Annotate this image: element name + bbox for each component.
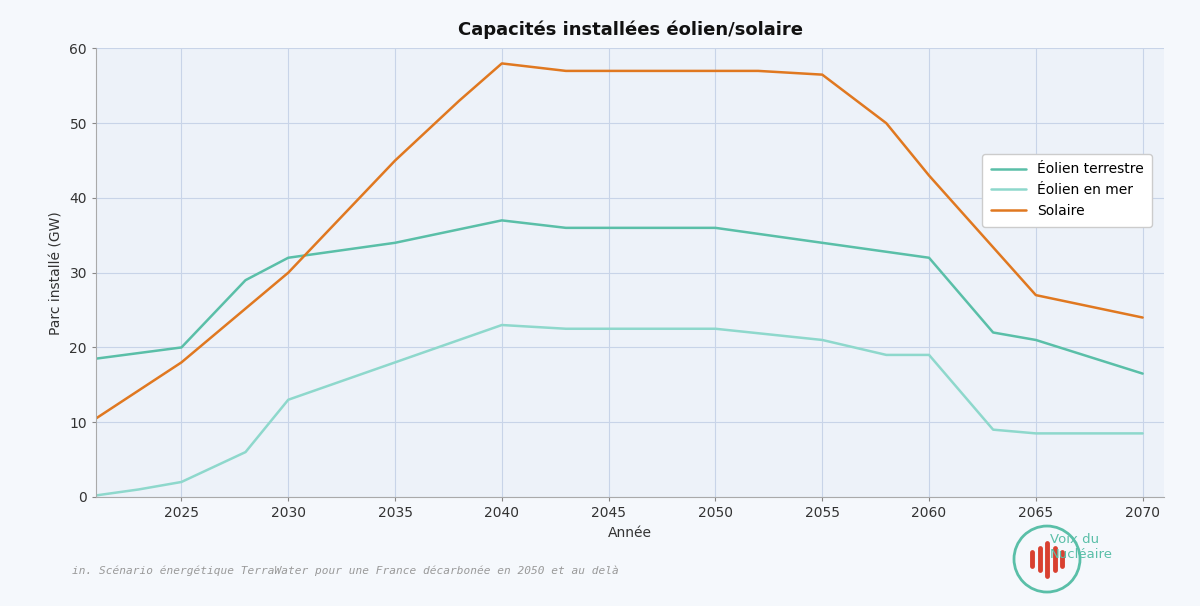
Solaire (559, 67, 574, 75)
Legend: Éolien terrestre, Éolien en mer, Solaire: Éolien terrestre, Éolien en mer, Solaire (983, 154, 1152, 227)
Solaire (880, 119, 894, 127)
Éolien en mer (281, 396, 295, 404)
Line: Solaire: Solaire (96, 64, 1142, 418)
Solaire (751, 67, 766, 75)
Solaire (174, 359, 188, 366)
Line: Éolien en mer: Éolien en mer (96, 325, 1142, 496)
Solaire (89, 415, 103, 422)
Solaire (815, 71, 829, 78)
Éolien en mer (922, 351, 936, 359)
Éolien en mer (239, 448, 253, 456)
Éolien terrestre (986, 329, 1001, 336)
X-axis label: Année: Année (608, 525, 652, 539)
Solaire (708, 67, 722, 75)
Éolien terrestre (601, 224, 616, 231)
Solaire (452, 97, 467, 104)
Éolien en mer (89, 492, 103, 499)
Text: Voix du
Nucléaire: Voix du Nucléaire (1050, 533, 1114, 561)
Éolien en mer (132, 486, 146, 493)
Éolien en mer (388, 359, 402, 366)
Solaire (388, 157, 402, 164)
Éolien terrestre (388, 239, 402, 247)
Éolien terrestre (1135, 370, 1150, 377)
Solaire (601, 67, 616, 75)
Éolien terrestre (494, 217, 509, 224)
Éolien en mer (815, 336, 829, 344)
Text: in. Scénario énergétique TerraWater pour une France décarbonée en 2050 et au del: in. Scénario énergétique TerraWater pour… (72, 565, 619, 576)
Éolien terrestre (89, 355, 103, 362)
Title: Capacités installées éolien/solaire: Capacités installées éolien/solaire (457, 20, 803, 39)
Solaire (494, 60, 509, 67)
Éolien terrestre (1028, 336, 1043, 344)
Éolien terrestre (708, 224, 722, 231)
Solaire (922, 172, 936, 179)
Éolien terrestre (922, 254, 936, 261)
Éolien en mer (559, 325, 574, 332)
Éolien terrestre (174, 344, 188, 351)
Y-axis label: Parc installé (GW): Parc installé (GW) (49, 211, 64, 335)
Éolien en mer (708, 325, 722, 332)
Éolien en mer (174, 478, 188, 485)
Solaire (1028, 291, 1043, 299)
Éolien terrestre (815, 239, 829, 247)
Solaire (1135, 314, 1150, 321)
Éolien terrestre (239, 276, 253, 284)
Éolien en mer (1135, 430, 1150, 437)
Éolien en mer (1028, 430, 1043, 437)
Solaire (281, 269, 295, 276)
Line: Éolien terrestre: Éolien terrestre (96, 221, 1142, 373)
Éolien en mer (494, 321, 509, 328)
Éolien terrestre (559, 224, 574, 231)
Éolien en mer (986, 426, 1001, 433)
Éolien terrestre (281, 254, 295, 261)
Éolien en mer (601, 325, 616, 332)
Éolien en mer (880, 351, 894, 359)
